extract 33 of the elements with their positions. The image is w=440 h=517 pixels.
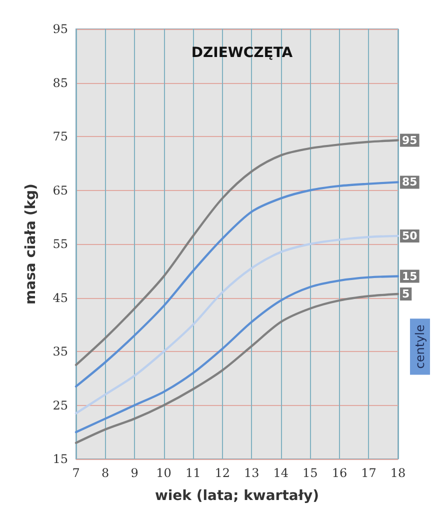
y-tick-label: 75 (52, 130, 68, 144)
x-tick-label: 16 (332, 466, 348, 480)
y-axis-title: masa ciała (kg) (23, 184, 39, 304)
line-series (74, 275, 400, 434)
x-tick-label: 9 (130, 466, 138, 480)
legend-title: centyle (413, 324, 427, 369)
y-tick-label: 15 (52, 452, 68, 466)
x-tick-label: 13 (244, 466, 260, 480)
line-series (74, 181, 400, 388)
line-series (74, 234, 400, 414)
series-label: 85 (402, 176, 418, 189)
x-tick-label: 15 (302, 466, 318, 480)
legend-label: 5 (402, 287, 410, 300)
x-tick-label: 14 (273, 466, 289, 480)
x-tick-label: 18 (390, 466, 406, 480)
series-label: 95 (402, 134, 418, 147)
x-tick-label: 8 (101, 466, 110, 480)
y-tick-label: 65 (52, 183, 68, 198)
x-tick-label: 7 (72, 466, 80, 480)
series-label: 50 (402, 229, 418, 242)
y-tick-label: 55 (52, 237, 68, 251)
x-tick-label: 17 (361, 466, 376, 480)
x-tick-label: 10 (156, 466, 172, 480)
x-tick-label: 11 (185, 466, 201, 480)
y-tick-label: 45 (52, 290, 68, 305)
y-tick-label: 85 (52, 76, 68, 90)
y-tick-label: 35 (52, 344, 68, 358)
text: DZIEWCZĘTA (191, 45, 293, 61)
y-tick-label: 95 (52, 22, 68, 36)
x-axis-title: wiek (lata; kwartały) (154, 488, 320, 504)
x-tick-label: 12 (214, 466, 230, 480)
y-tick-label: 25 (52, 398, 68, 412)
series-label: 15 (402, 270, 418, 283)
